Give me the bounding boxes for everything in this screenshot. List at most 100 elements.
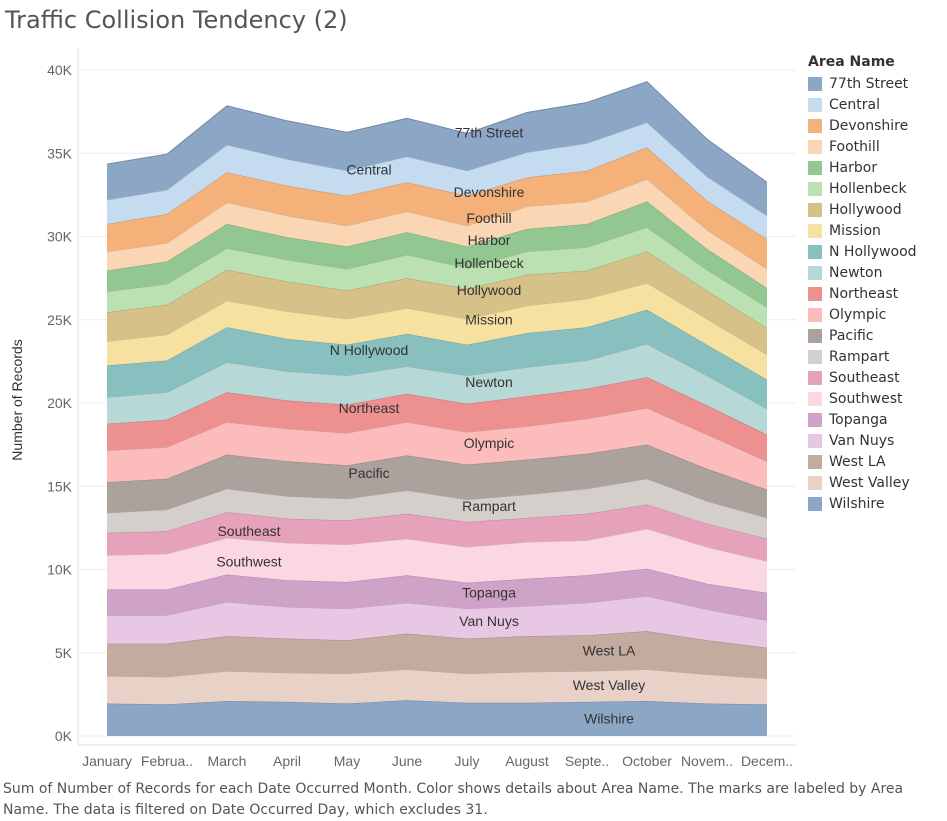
chart-caption: Sum of Number of Records for each Date O… [3,781,904,818]
legend-swatch [808,97,822,112]
label-olympic: Olympic [464,435,515,451]
y-tick-label: 30K [47,229,73,245]
legend-swatch [808,118,822,133]
area-devonshire[interactable] [107,147,767,269]
legend-item-hollenbeck[interactable]: Hollenbeck [808,178,947,199]
label-wilshire: Wilshire [584,711,634,727]
mark-labels: Wilshire West Valley West LA Van Nuys Topang… [216,124,645,726]
chart-title: Traffic Collision Tendency (2) [5,6,348,34]
legend-item-west-valley[interactable]: West Valley [808,472,947,493]
legend-item-west-la[interactable]: West LA [808,451,947,472]
area-edge-77th-street [106,81,768,183]
y-tick-label: 35K [47,145,73,161]
legend-label: Devonshire [829,117,909,134]
label-pacific: Pacific [348,465,389,481]
label-newton: Newton [465,374,512,390]
area-n-hollywood[interactable] [107,309,767,409]
legend-item-harbor[interactable]: Harbor [808,157,947,178]
area-wilshire[interactable] [107,700,767,736]
legend-item-van-nuys[interactable]: Van Nuys [808,430,947,451]
area-west-valley[interactable] [107,669,767,705]
legend-item-southwest[interactable]: Southwest [808,388,947,409]
legend-item-n-hollywood[interactable]: N Hollywood [808,241,947,262]
x-tick-label: Septe.. [565,753,609,769]
area-foothill[interactable] [107,179,767,289]
legend-label: Southwest [829,390,903,407]
legend-swatch [808,265,822,280]
legend-item-77th-street[interactable]: 77th Street [808,73,947,94]
legend-item-central[interactable]: Central [808,94,947,115]
legend-swatch [808,307,822,322]
legend-item-foothill[interactable]: Foothill [808,136,947,157]
legend-label: 77th Street [829,75,909,92]
x-tick-label: Februa.. [141,753,193,769]
legend-label: Foothill [829,138,880,155]
legend-label: Harbor [829,159,878,176]
legend-swatch [808,496,822,511]
area-rampart[interactable] [107,478,767,539]
area-mission[interactable] [107,283,767,380]
legend-swatch [808,286,822,301]
area-harbor[interactable] [107,201,767,308]
legend-item-southeast[interactable]: Southeast [808,367,947,388]
label-hollenbeck: Hollenbeck [454,255,524,271]
x-tick-label: May [334,753,360,769]
legend-label: Hollenbeck [829,180,907,197]
legend-label: Rampart [829,348,890,365]
area-southwest[interactable] [107,528,767,593]
area-77th-street[interactable] [107,81,767,216]
label-northeast: Northeast [339,400,400,416]
legend-swatch [808,454,822,469]
area-van-nuys[interactable] [107,596,767,648]
y-tick-label: 25K [47,312,73,328]
legend-item-topanga[interactable]: Topanga [808,409,947,430]
area-southeast[interactable] [107,504,767,562]
area-hollywood[interactable] [107,251,767,355]
legend-label: Newton [829,264,883,281]
legend-label: Mission [829,222,881,239]
area-olympic[interactable] [107,408,767,490]
legend-item-hollywood[interactable]: Hollywood [808,199,947,220]
legend-label: West LA [829,453,886,470]
legend-item-devonshire[interactable]: Devonshire [808,115,947,136]
legend-item-newton[interactable]: Newton [808,262,947,283]
legend-label: N Hollywood [829,243,917,260]
x-tick-label: August [505,753,549,769]
legend-swatch [808,370,822,385]
area-northeast[interactable] [107,377,767,462]
x-tick-label: January [82,753,132,769]
legend-items: 77th Street Central Devonshire Foothill Harb… [808,73,947,514]
label-devonshire: Devonshire [454,184,525,200]
area-newton[interactable] [107,343,767,435]
label-southwest: Southwest [216,554,281,570]
area-pacific[interactable] [107,444,767,518]
label-van-nuys: Van Nuys [459,613,519,629]
legend-swatch [808,160,822,175]
legend-swatch [808,76,822,91]
label-rampart: Rampart [462,498,516,514]
legend-label: Pacific [829,327,874,344]
x-tick-label: March [208,753,247,769]
legend-swatch [808,349,822,364]
y-tick-label: 40K [47,62,73,78]
label-foothill: Foothill [466,210,511,226]
legend-item-northeast[interactable]: Northeast [808,283,947,304]
legend-swatch [808,328,822,343]
legend-item-olympic[interactable]: Olympic [808,304,947,325]
area-topanga[interactable] [107,568,767,621]
legend-swatch [808,433,822,448]
area-hollenbeck[interactable] [107,227,767,329]
y-tick-label: 20K [47,395,73,411]
legend-title: Area Name [808,54,895,70]
x-tick-label: July [455,753,480,769]
x-tick-label: June [392,753,423,769]
label-west-la: West LA [583,642,636,658]
legend-item-wilshire[interactable]: Wilshire [808,493,947,514]
x-axis: January Februa.. March April May June July Augu… [82,753,793,769]
label-west-valley: West Valley [573,677,646,693]
legend-item-rampart[interactable]: Rampart [808,346,947,367]
legend-item-pacific[interactable]: Pacific [808,325,947,346]
area-west-la[interactable] [107,631,767,679]
legend-item-mission[interactable]: Mission [808,220,947,241]
area-central[interactable] [107,122,767,239]
